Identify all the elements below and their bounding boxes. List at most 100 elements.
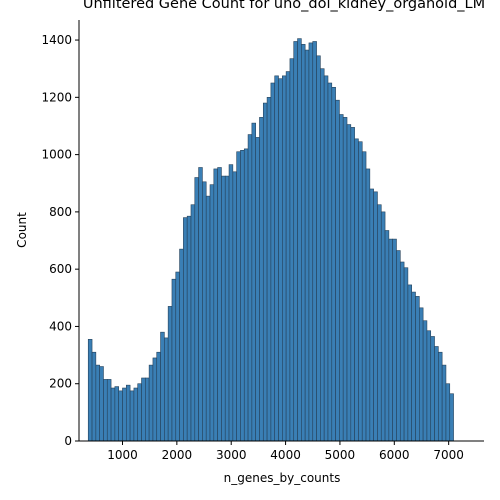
x-axis-title: n_genes_by_counts <box>224 471 341 485</box>
histogram-bar <box>282 75 287 442</box>
histogram-bar <box>434 346 439 442</box>
histogram-bar <box>190 204 196 442</box>
histogram-bar <box>365 168 371 442</box>
histogram-bar <box>213 168 218 442</box>
histogram-bar <box>323 75 329 442</box>
histogram-bar <box>122 387 127 442</box>
histogram-bar <box>243 148 249 442</box>
histogram-bar <box>133 387 139 442</box>
histogram-bar <box>167 306 173 442</box>
histogram-bar <box>232 171 237 442</box>
histogram-bar <box>407 284 412 442</box>
histogram-bar <box>224 175 230 442</box>
histogram-bar <box>422 320 428 442</box>
histogram-bar <box>270 82 276 442</box>
y-tick-label: 1200 <box>41 90 72 104</box>
bars-group <box>87 38 454 442</box>
histogram-bar <box>426 330 432 442</box>
histogram-bar <box>361 151 367 442</box>
histogram-bar <box>209 184 215 442</box>
histogram-bar <box>384 230 390 442</box>
histogram-bar <box>129 390 135 442</box>
histogram-bar <box>262 102 268 442</box>
chart-title: Unfiltered Gene Count for uno_dol_kidney… <box>83 0 485 12</box>
histogram-bar <box>327 82 333 442</box>
x-axis-ticks: 1000 2000 3000 4000 5000 6000 7000 <box>107 441 464 462</box>
histogram-bar <box>377 204 382 442</box>
histogram-bar <box>259 117 264 442</box>
histogram-bar <box>228 164 234 442</box>
histogram-bar <box>205 195 211 442</box>
x-tick-label: 2000 <box>162 448 193 462</box>
histogram-bar <box>240 150 245 442</box>
histogram-bar <box>87 339 93 442</box>
histogram-bar <box>91 351 97 442</box>
histogram-bar <box>396 250 401 442</box>
histogram-bar <box>186 215 192 442</box>
histogram-bar <box>430 336 435 442</box>
histogram-bar <box>99 366 104 442</box>
histogram-bar <box>304 49 310 442</box>
histogram-bar <box>160 331 165 442</box>
histogram-bar <box>320 68 325 442</box>
histogram-bar <box>198 167 203 442</box>
histogram-bar <box>293 41 298 442</box>
histogram-bar <box>141 377 146 442</box>
histogram-bar <box>114 386 119 442</box>
histogram-bar <box>221 175 226 442</box>
x-tick-label: 6000 <box>379 448 410 462</box>
histogram-bar <box>202 181 207 442</box>
histogram-bar <box>289 58 295 442</box>
histogram-bar <box>380 211 386 442</box>
histogram-bar <box>369 188 374 442</box>
histogram-bar <box>266 97 272 442</box>
histogram-bar <box>358 141 363 442</box>
histogram-bar <box>217 167 222 442</box>
histogram-bar <box>354 138 359 442</box>
histogram-bar <box>316 55 321 442</box>
histogram-bar <box>179 248 184 442</box>
histogram-bar <box>373 191 378 442</box>
histogram-bar <box>194 177 199 442</box>
histogram-bar <box>251 122 256 442</box>
histogram-bar <box>399 261 405 442</box>
histogram-bar <box>175 271 180 442</box>
histogram-bar <box>445 383 451 442</box>
x-tick-label: 7000 <box>433 448 464 462</box>
histogram-bar <box>335 99 340 442</box>
y-tick-label: 400 <box>49 319 72 333</box>
histogram-bar <box>118 390 123 442</box>
histogram-bar <box>350 127 355 442</box>
histogram-bar <box>236 151 241 442</box>
histogram-bar <box>342 117 348 442</box>
histogram-bar <box>103 379 108 442</box>
x-tick-label: 1000 <box>107 448 138 462</box>
histogram-bar <box>125 384 131 442</box>
histogram-bar <box>331 87 336 442</box>
histogram-bar <box>285 71 291 442</box>
histogram-bar <box>110 387 116 442</box>
y-axis-title: Count <box>15 212 29 248</box>
histogram-bar <box>171 278 177 442</box>
histogram-bar <box>183 217 188 442</box>
histogram-bar <box>301 44 306 442</box>
x-tick-label: 5000 <box>325 448 356 462</box>
histogram-bar <box>415 296 420 442</box>
histogram-bar <box>403 267 409 442</box>
y-tick-label: 1000 <box>41 148 72 162</box>
histogram-bar <box>148 364 154 442</box>
histogram-bar <box>137 383 142 442</box>
x-tick-label: 4000 <box>270 448 301 462</box>
histogram-bar <box>274 75 279 442</box>
y-tick-label: 200 <box>49 377 72 391</box>
y-tick-label: 0 <box>64 434 72 448</box>
histogram-bar <box>255 137 260 442</box>
histogram-bar <box>438 351 443 442</box>
histogram-bar <box>247 134 253 442</box>
histogram-bar <box>278 78 283 442</box>
histogram-bar <box>308 42 314 442</box>
histogram-bar <box>392 238 397 442</box>
histogram-bar <box>449 393 454 442</box>
y-axis-ticks: 0 200 400 600 800 1000 1200 1400 <box>41 33 79 448</box>
